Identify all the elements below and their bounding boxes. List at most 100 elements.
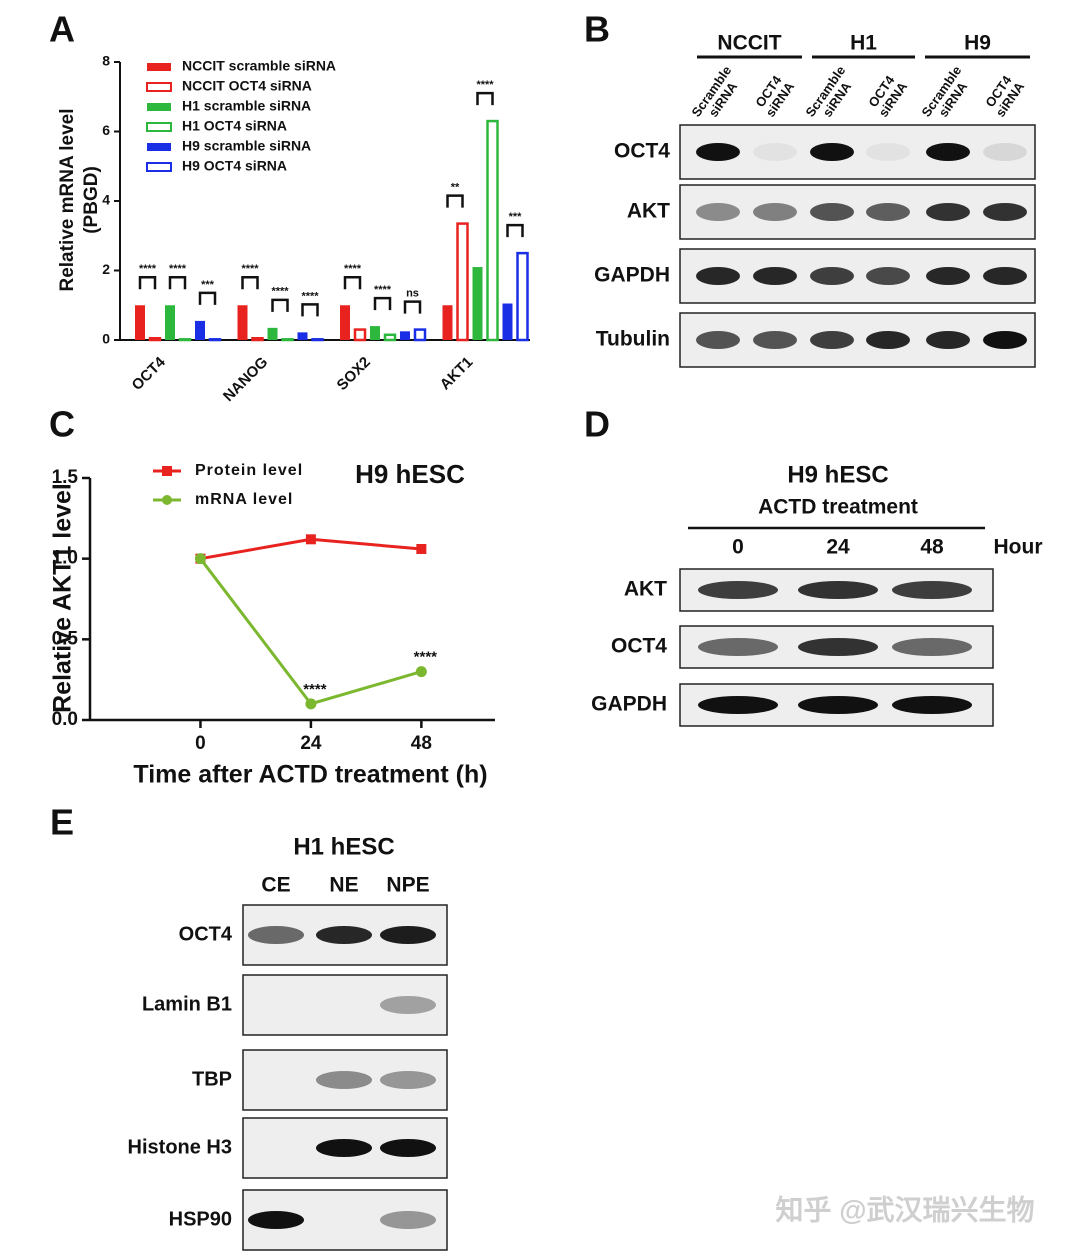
significance-label: **** — [344, 263, 362, 275]
significance-label: **** — [301, 290, 319, 302]
significance-label: *** — [201, 279, 215, 291]
group-label: H9 — [964, 32, 991, 55]
group-label: NCCIT — [717, 32, 781, 55]
bar — [456, 222, 469, 342]
panel-label: E — [50, 802, 74, 843]
blot-band — [696, 143, 740, 161]
significance-bracket — [241, 276, 259, 290]
legend-swatch — [146, 122, 172, 132]
row-label: Tubulin — [596, 328, 670, 351]
blot-band — [698, 581, 778, 599]
bar — [400, 331, 410, 340]
blot-band — [798, 581, 878, 599]
significance-bracket — [343, 276, 362, 290]
significance-label: ** — [451, 181, 460, 193]
significance-bracket — [403, 300, 422, 314]
significance-bracket — [446, 194, 464, 208]
legend-label: Protein level — [195, 462, 303, 479]
x-tick-label: OCT4 — [129, 353, 170, 394]
blot-band — [380, 996, 436, 1014]
y-axis-label: (PBGD) — [81, 166, 102, 234]
row-label: AKT — [627, 200, 670, 223]
row-label: HSP90 — [169, 1208, 232, 1230]
y-tick-label: 8 — [102, 53, 110, 69]
bar — [340, 305, 350, 340]
blot-title: H1 hESC — [293, 833, 394, 860]
panel-label: C — [49, 404, 75, 445]
significance-label: *** — [509, 211, 523, 223]
chart-title: H9 hESC — [355, 459, 465, 489]
unit-label: Hour — [994, 536, 1043, 559]
y-tick-label: 6 — [102, 122, 110, 138]
point — [194, 553, 206, 565]
legend-label: H9 OCT4 siRNA — [182, 158, 287, 174]
legend-label: NCCIT OCT4 siRNA — [182, 78, 312, 94]
blot-title: H9 hESC — [787, 461, 888, 488]
blot-band — [866, 143, 910, 161]
significance-bracket — [271, 298, 289, 312]
x-tick-label: 48 — [411, 733, 432, 754]
significance-bracket — [138, 276, 157, 290]
blot-band — [753, 267, 797, 285]
blot-band — [926, 331, 970, 349]
y-tick-label: 0.0 — [52, 709, 78, 730]
bar — [208, 338, 222, 342]
blot-band — [316, 1071, 372, 1089]
bar — [178, 338, 192, 342]
blot-band — [696, 203, 740, 221]
group-label: H1 — [850, 32, 877, 55]
y-tick-label: 2 — [102, 261, 110, 277]
bar — [502, 303, 513, 340]
blot-band — [696, 331, 740, 349]
significance-bracket — [476, 91, 494, 106]
legend-label: H9 scramble siRNA — [182, 138, 311, 154]
blot-band — [248, 1211, 304, 1229]
bar — [311, 338, 324, 342]
blot-band — [798, 696, 878, 714]
blot-band — [696, 267, 740, 285]
legend-swatch — [147, 63, 171, 71]
row-label: Histone H3 — [128, 1136, 232, 1158]
panel-label: D — [584, 404, 610, 445]
blot-band — [316, 926, 372, 944]
bar — [135, 305, 145, 340]
bar — [251, 337, 264, 342]
row-label: AKT — [624, 578, 667, 601]
bar — [267, 327, 278, 340]
blot-band — [248, 926, 304, 944]
blot-band — [753, 331, 797, 349]
significance-label: **** — [476, 79, 494, 91]
legend-label: H1 scramble siRNA — [182, 98, 311, 114]
blot-band — [810, 331, 854, 349]
lane-label: NPE — [386, 874, 429, 897]
x-tick-label: 24 — [300, 733, 322, 754]
significance-bracket — [506, 223, 524, 238]
x-tick-label: SOX2 — [334, 354, 374, 394]
legend-label: mRNA level — [195, 491, 293, 508]
y-tick-label: 1.0 — [52, 548, 78, 569]
blot-box — [242, 1049, 448, 1111]
blot-band — [926, 267, 970, 285]
blot-band — [810, 143, 854, 161]
blot-band — [810, 203, 854, 221]
blot-band — [866, 267, 910, 285]
blot-band — [892, 581, 972, 599]
lane-label: 0 — [732, 536, 744, 559]
row-label: OCT4 — [614, 140, 670, 163]
significance-label: **** — [139, 263, 157, 275]
blot-band — [316, 1139, 372, 1157]
bar — [195, 320, 205, 340]
blot-band — [698, 696, 778, 714]
blot-subtitle: ACTD treatment — [758, 496, 918, 519]
y-tick-label: 4 — [102, 192, 110, 208]
legend-marker — [162, 495, 172, 505]
significance-label: **** — [169, 263, 187, 275]
blot-band — [983, 331, 1027, 349]
blot-band — [892, 638, 972, 656]
